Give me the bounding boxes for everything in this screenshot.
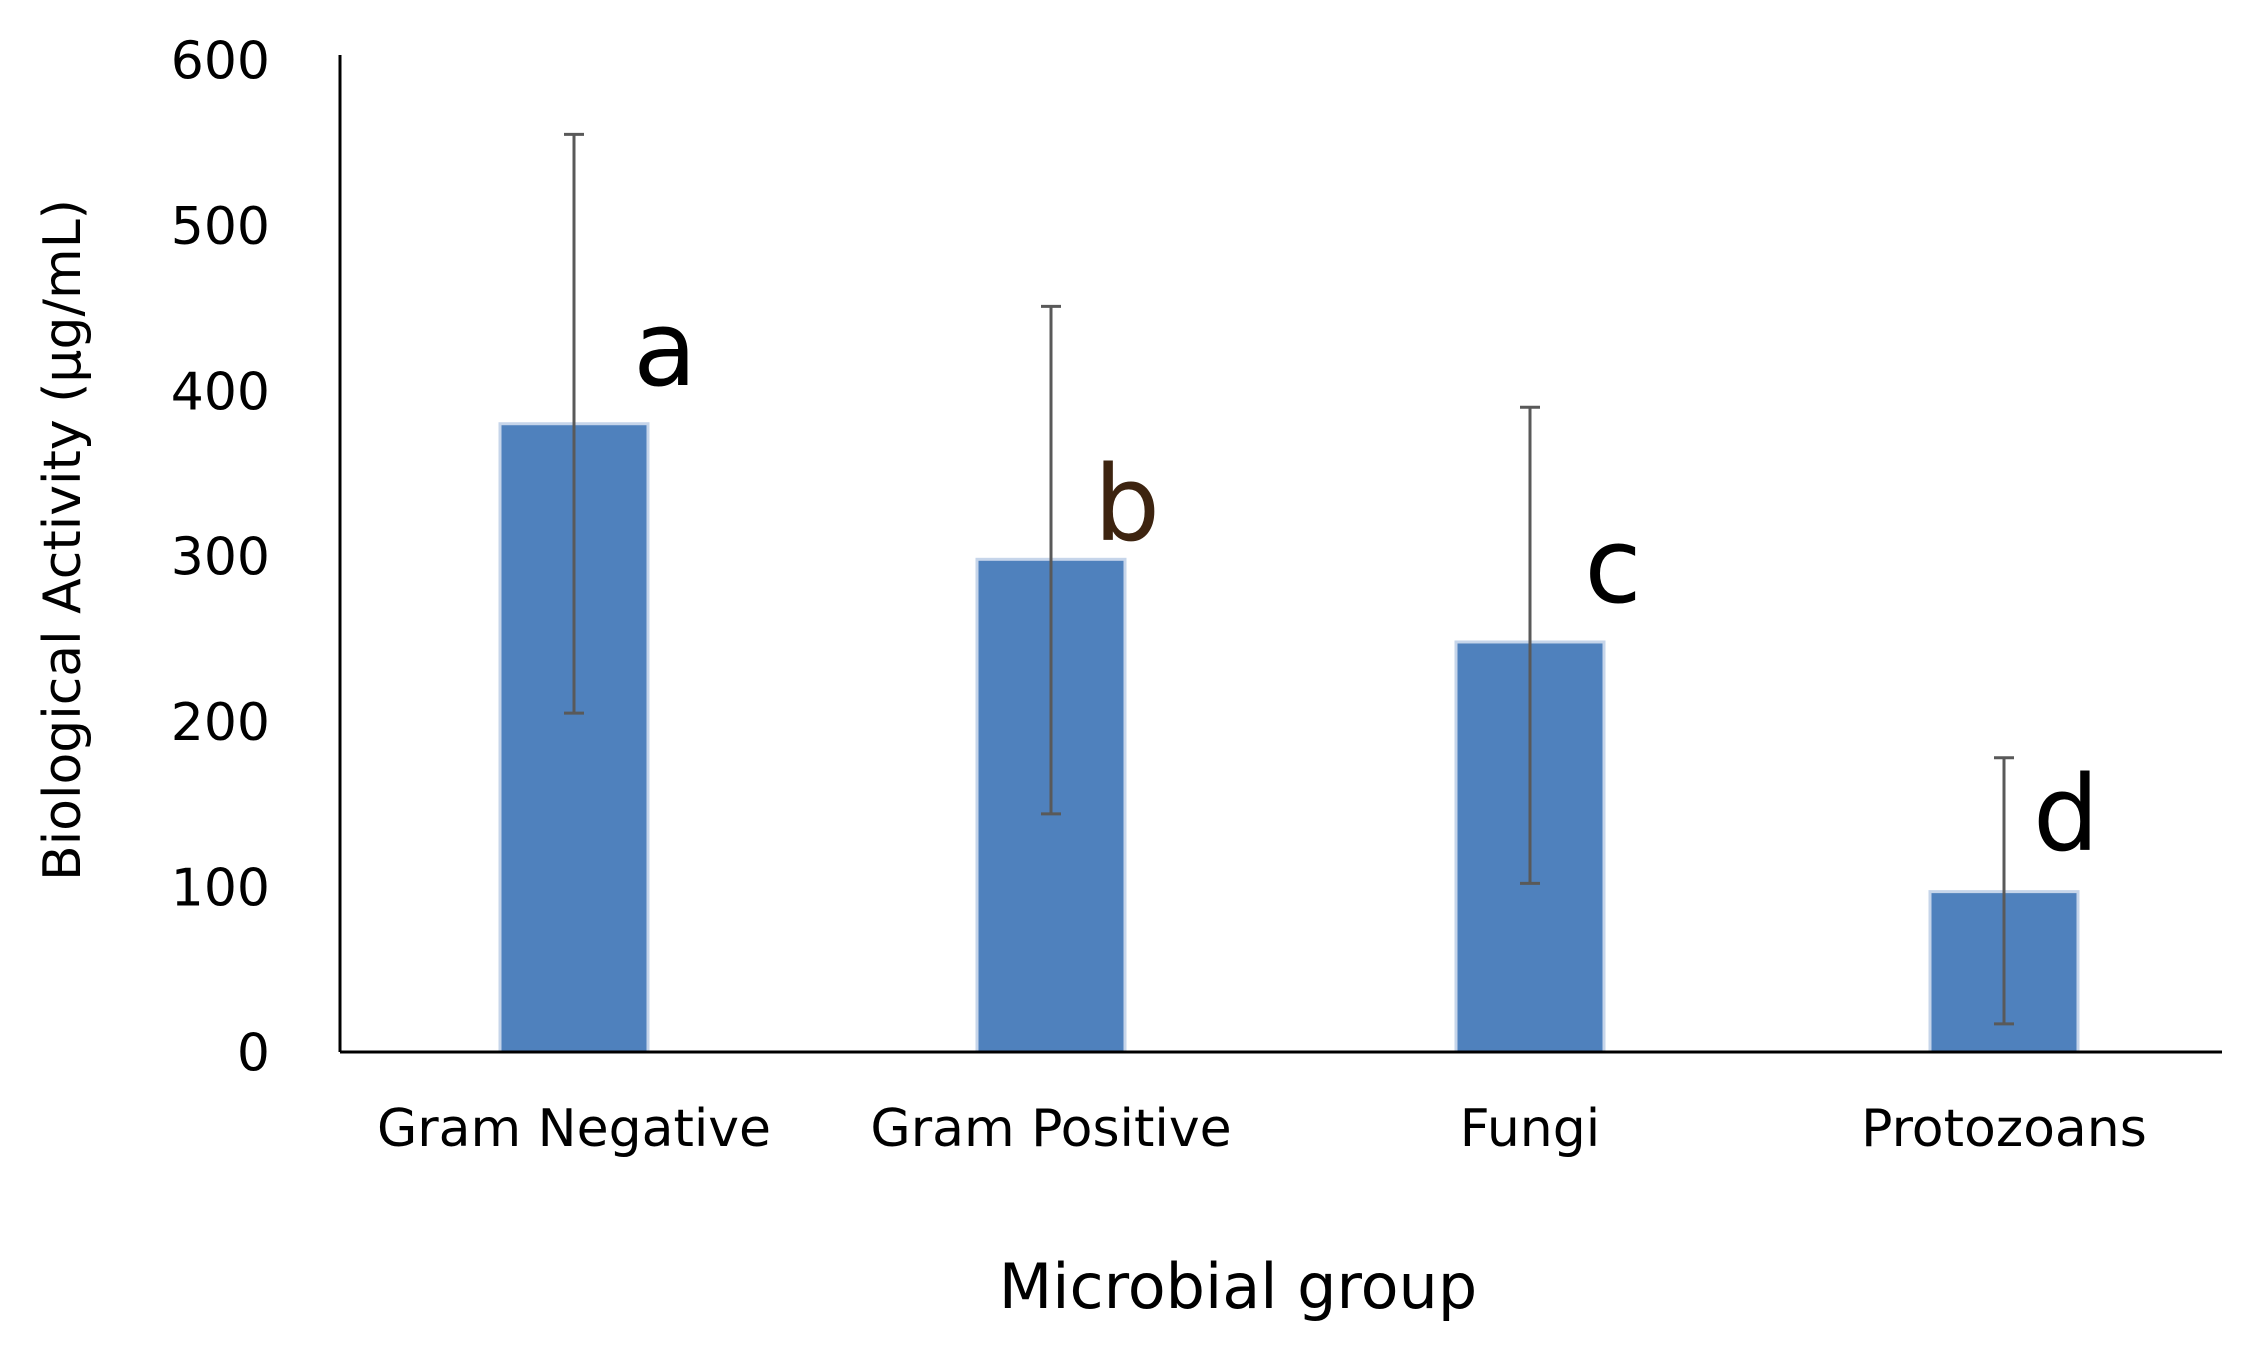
y-tick-label: 500 [171, 197, 270, 257]
y-tick-label: 200 [171, 693, 270, 753]
x-axis-title: Microbial group [999, 1250, 1477, 1323]
error-bar-protozoans [1994, 756, 2014, 1026]
bars-group [498, 422, 2080, 1054]
significance-letter: a [633, 288, 697, 410]
error-bar-gram-positive [1041, 304, 1061, 816]
significance-letter: b [1094, 443, 1160, 565]
y-axis-title: Biological Activity (µg/mL) [33, 199, 93, 881]
y-tick-label: 300 [171, 528, 270, 588]
x-axis-category-labels: Gram Negative Gram Positive Fungi Protozoan… [377, 1099, 2147, 1159]
error-bars-group [564, 132, 2014, 1026]
y-tick-label: 400 [171, 362, 270, 422]
x-tick-label: Fungi [1460, 1099, 1600, 1159]
error-bar-gram-negative [564, 132, 584, 715]
y-tick-label: 0 [237, 1024, 270, 1084]
y-tick-label: 600 [171, 32, 270, 92]
y-axis-ticks: 0 100 200 300 400 500 600 [171, 32, 270, 1084]
significance-letter: d [2033, 753, 2099, 875]
x-tick-label: Protozoans [1861, 1099, 2147, 1159]
significance-labels: a b c d [633, 288, 2099, 875]
significance-letter: c [1584, 505, 1641, 627]
x-tick-label: Gram Positive [870, 1099, 1231, 1159]
x-tick-label: Gram Negative [377, 1099, 771, 1159]
error-bar-fungi [1520, 405, 1540, 885]
y-tick-label: 100 [171, 858, 270, 918]
